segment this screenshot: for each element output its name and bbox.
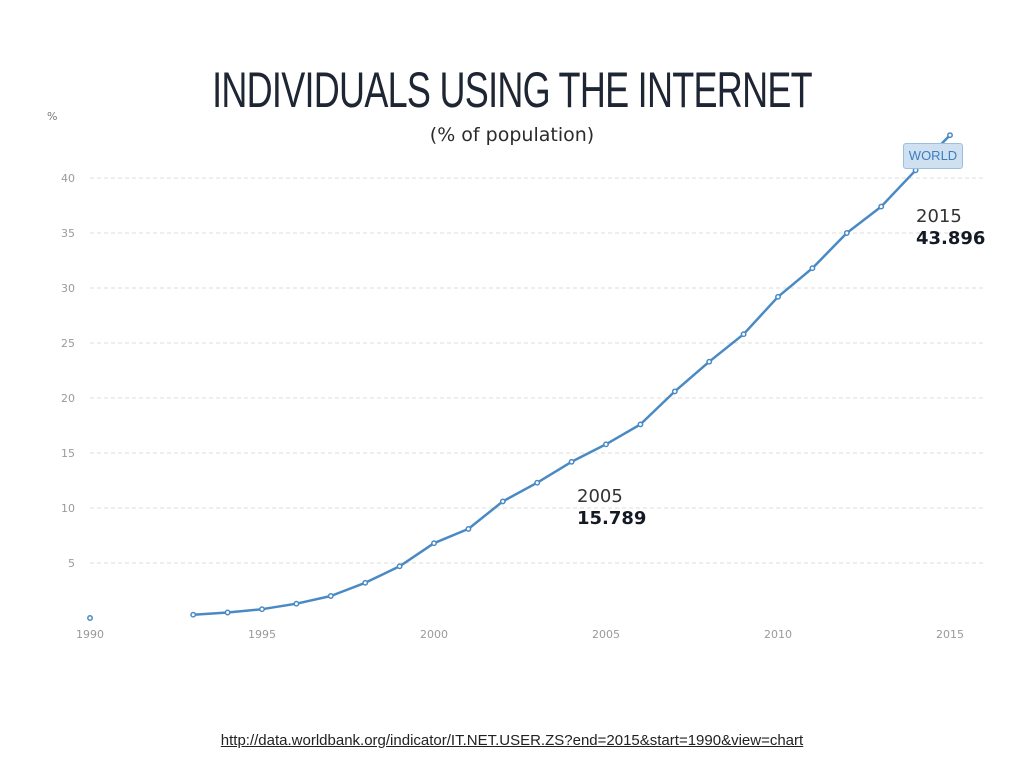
chart-title: INDIVIDUALS USING THE INTERNET	[212, 62, 813, 118]
data-point-2000	[431, 540, 437, 547]
annotation-2005: 2005 15.789	[577, 486, 646, 530]
data-point-2011	[809, 265, 816, 272]
source-link[interactable]: http://data.worldbank.org/indicator/IT.N…	[220, 732, 804, 749]
x-tick-label-2005: 2005	[592, 628, 620, 641]
y-tick-label-5: 5	[68, 557, 75, 570]
data-point-2004	[568, 458, 575, 465]
y-tick-label-15: 15	[61, 447, 75, 460]
y-axis-unit-label: %	[47, 110, 58, 123]
y-tick-label-30: 30	[61, 282, 75, 295]
annotation-2015-year: 2015	[916, 206, 962, 227]
data-point-2013	[878, 203, 885, 210]
data-point-1995	[259, 606, 265, 613]
data-point-2007	[671, 388, 678, 395]
data-point-1997	[327, 593, 334, 599]
data-point-1999	[396, 563, 403, 570]
data-point-2009	[740, 331, 747, 338]
chart-subtitle: (% of population)	[429, 124, 595, 146]
x-tick-label-2010: 2010	[764, 628, 792, 641]
data-point-2010	[775, 293, 781, 300]
annotation-2005-value: 15.789	[577, 508, 647, 529]
y-tick-label-40: 40	[61, 172, 75, 185]
series-line-world	[193, 134, 951, 616]
series-label-world[interactable]: WORLD	[903, 143, 963, 169]
line-chart: 5 10 15 20 25 30 35 40 1990 1995 2000 2005 2010 2015	[61, 132, 985, 641]
annotation-2005-year: 2005	[577, 486, 623, 507]
data-point-1994	[224, 609, 231, 616]
data-point-1996	[293, 600, 300, 607]
annotation-2015-value: 43.896	[916, 228, 986, 249]
data-point-2002	[499, 498, 506, 505]
y-tick-label-25: 25	[61, 337, 75, 350]
data-point-1993	[190, 611, 197, 618]
annotation-2015: 2015 43.896	[916, 206, 985, 250]
data-point-1990	[87, 615, 93, 621]
data-point-2006	[637, 421, 644, 428]
x-tick-label-2000: 2000	[420, 628, 448, 641]
data-point-1998	[362, 579, 369, 586]
data-point-2015	[947, 132, 953, 139]
x-tick-label-1995: 1995	[248, 628, 276, 641]
x-tick-label-1990: 1990	[76, 628, 104, 641]
data-point-2003	[534, 479, 541, 486]
y-tick-label-35: 35	[61, 227, 75, 240]
x-tick-label-2015: 2015	[936, 628, 964, 641]
data-point-2001	[465, 525, 472, 532]
data-point-2008	[706, 358, 713, 365]
y-tick-label-10: 10	[61, 502, 75, 515]
y-tick-label-20: 20	[61, 392, 75, 405]
data-point-2012	[843, 230, 850, 236]
data-point-2005	[603, 441, 609, 448]
